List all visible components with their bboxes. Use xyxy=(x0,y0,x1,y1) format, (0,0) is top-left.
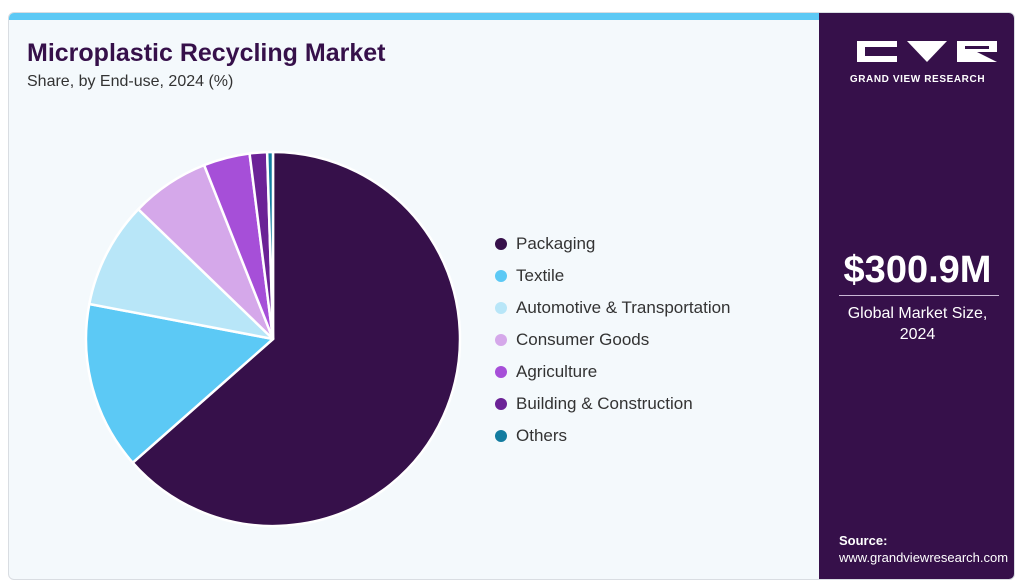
legend-item: Textile xyxy=(495,260,731,292)
market-size-label: Global Market Size, 2024 xyxy=(819,303,1014,345)
chart-card: Microplastic Recycling Market Share, by … xyxy=(8,12,1015,580)
legend-label: Packaging xyxy=(516,234,596,253)
source-label: Source: xyxy=(839,533,888,548)
accent-bar xyxy=(9,13,819,20)
legend-swatch xyxy=(495,398,507,410)
legend-item: Automotive & Transportation xyxy=(495,292,731,324)
legend-item: Consumer Goods xyxy=(495,324,731,356)
pie-slice-automotive-transportation xyxy=(88,208,275,341)
sidebar-panel: GRAND VIEW RESEARCH $300.9M Global Marke… xyxy=(819,13,1014,579)
market-size-label-line1: Global Market Size, xyxy=(847,305,988,322)
divider xyxy=(839,295,999,296)
legend-item: Packaging xyxy=(495,228,731,260)
pie-slice-textile xyxy=(84,302,275,464)
legend-label: Others xyxy=(516,426,568,445)
legend-label: Automotive & Transportation xyxy=(516,298,731,317)
legend-swatch xyxy=(495,238,507,250)
legend-label: Building & Construction xyxy=(516,394,693,413)
pie-slice-others xyxy=(265,150,275,341)
grand-view-research-logo xyxy=(857,41,997,62)
legend-label: Consumer Goods xyxy=(516,330,650,349)
market-size-label-line2: 2024 xyxy=(899,326,936,343)
legend-item: Others xyxy=(495,420,731,452)
legend-item: Agriculture xyxy=(495,356,731,388)
pie-slice-packaging xyxy=(131,150,462,528)
chart-subtitle: Share, by End-use, 2024 (%) xyxy=(27,73,234,90)
chart-title: Microplastic Recycling Market xyxy=(27,39,386,67)
legend-swatch xyxy=(495,334,507,346)
legend-swatch xyxy=(495,430,507,442)
legend-label: Agriculture xyxy=(516,362,598,381)
logo-text: GRAND VIEW RESEARCH xyxy=(849,74,986,85)
market-size-value: $300.9M xyxy=(843,249,992,291)
chart-legend: Packaging Textile Automotive & Transportat… xyxy=(495,228,731,452)
source-link[interactable]: www.grandviewresearch.com xyxy=(839,550,1009,565)
legend-swatch xyxy=(495,302,507,314)
legend-swatch xyxy=(495,270,507,282)
legend-swatch xyxy=(495,366,507,378)
pie-chart xyxy=(84,150,462,528)
legend-item: Building & Construction xyxy=(495,388,731,420)
legend-label: Textile xyxy=(516,266,565,285)
